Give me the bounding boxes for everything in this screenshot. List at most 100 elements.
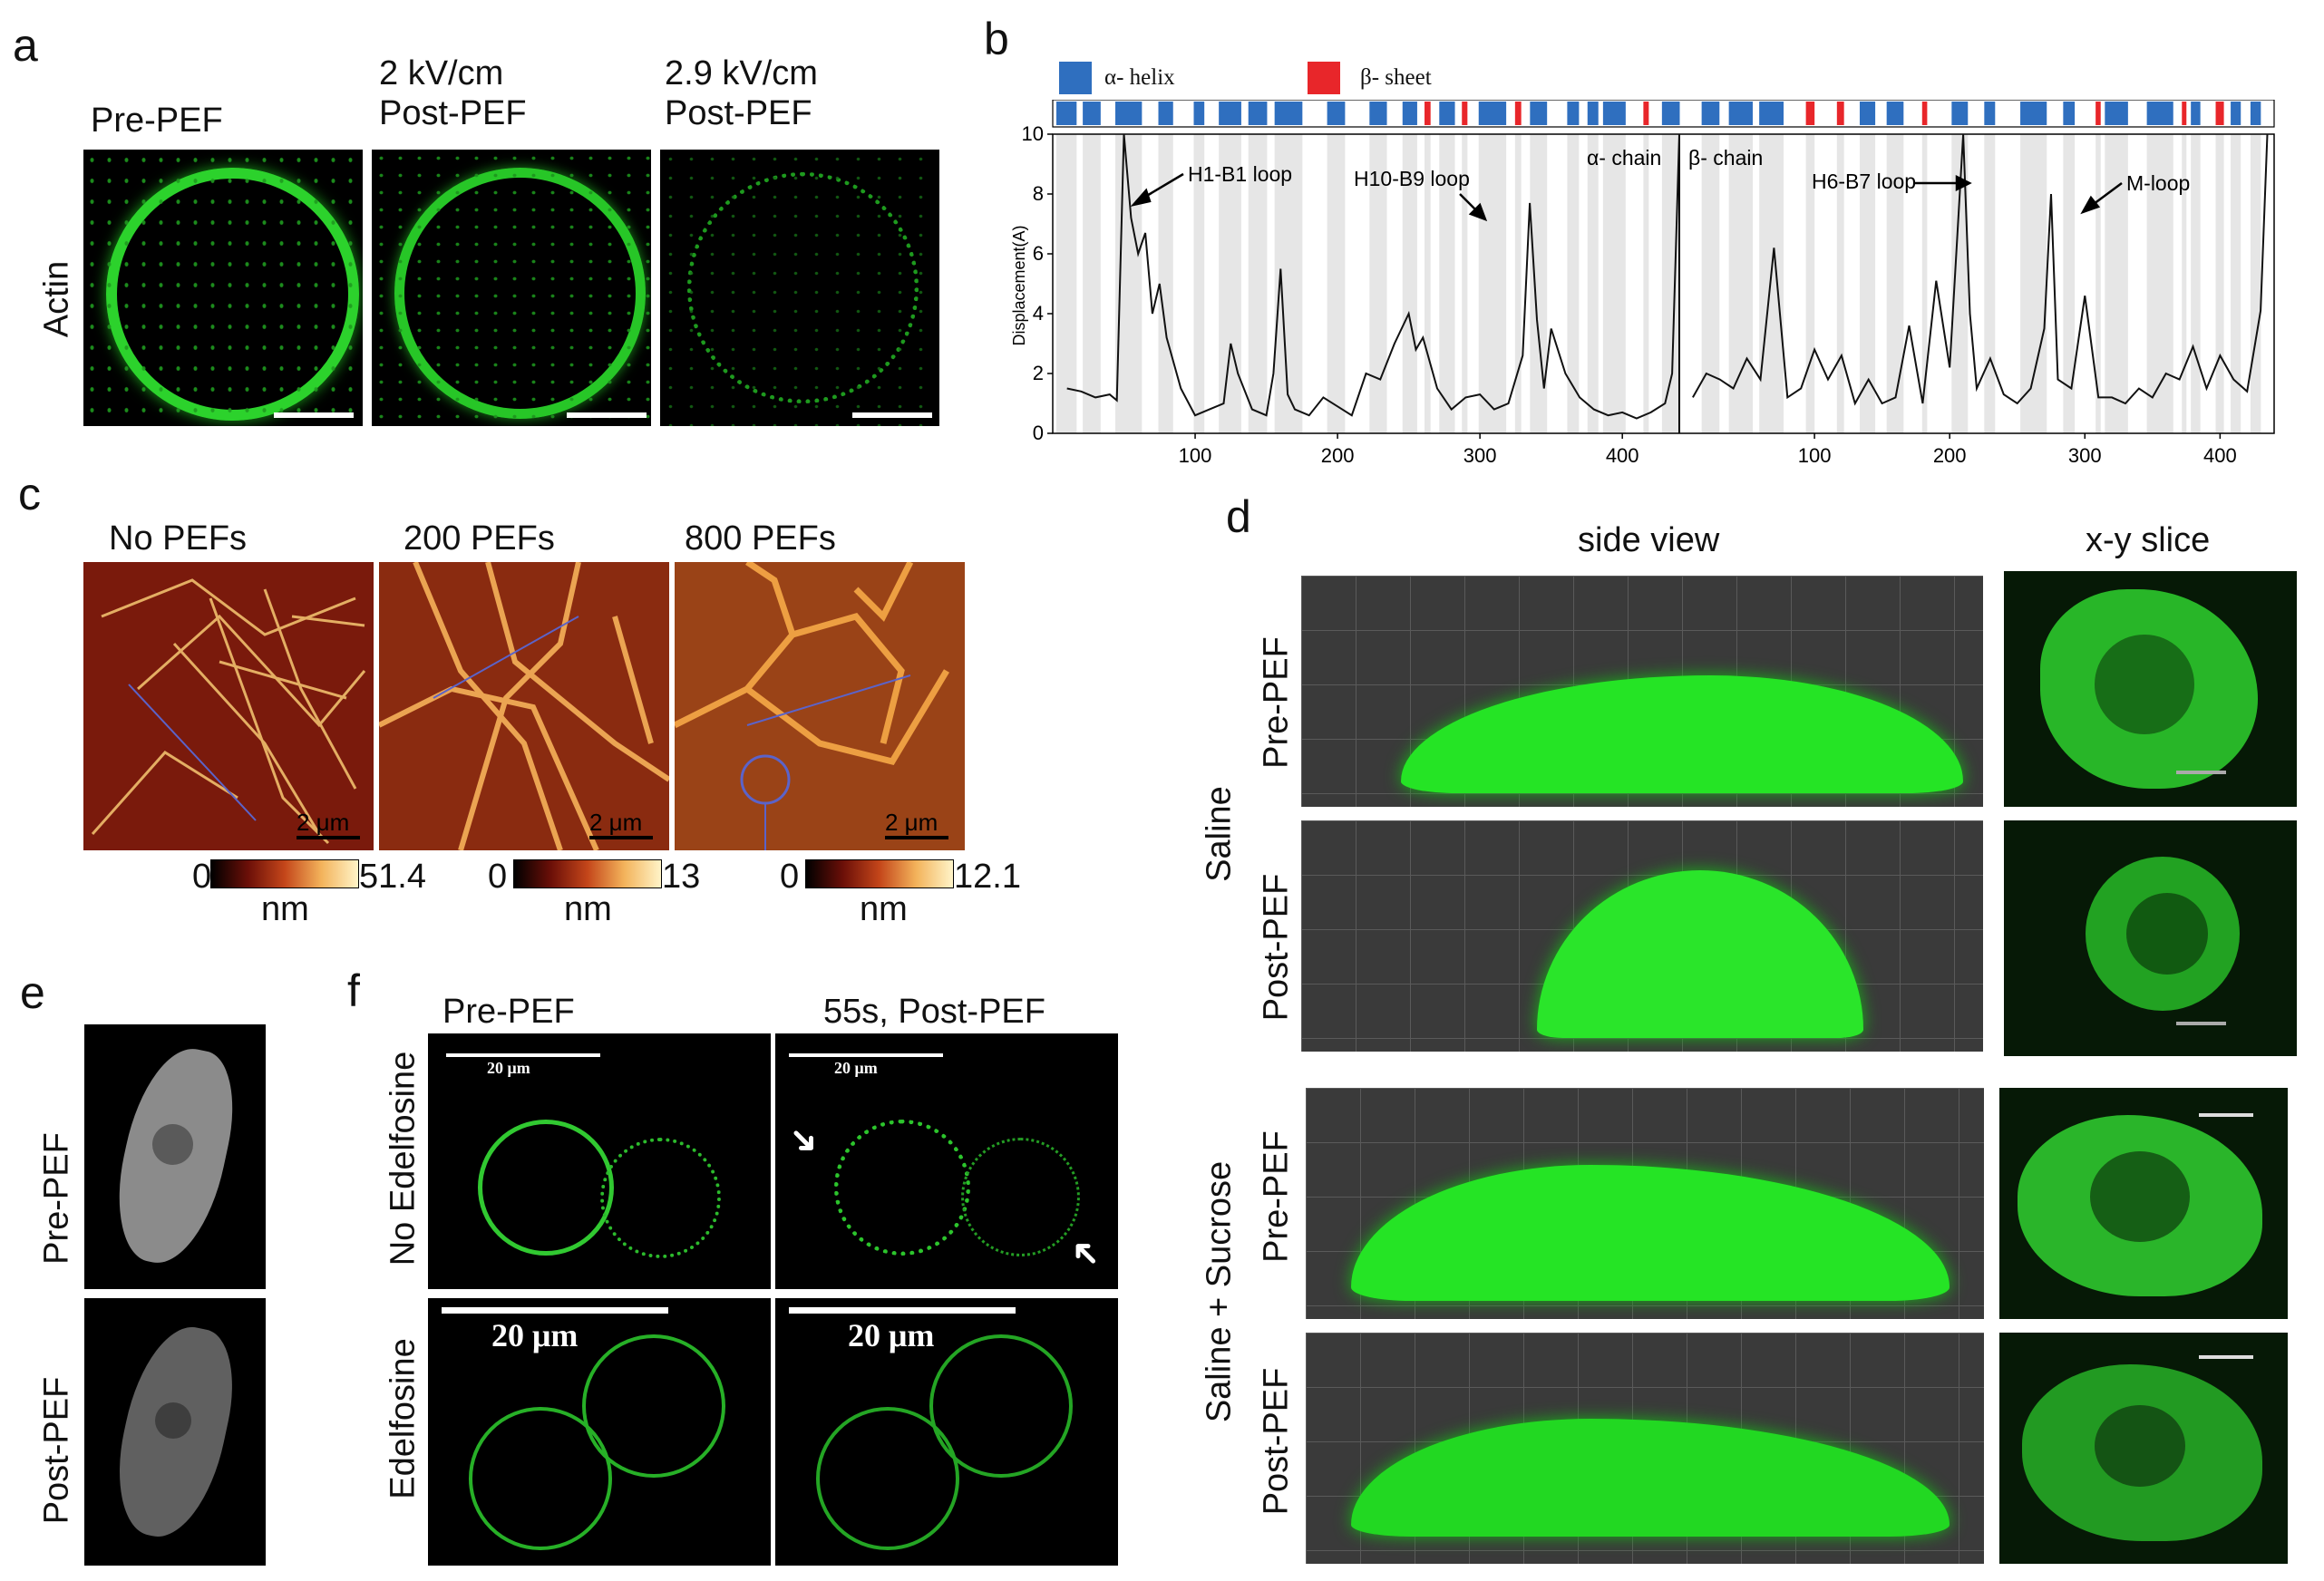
structure-shade <box>1327 134 1346 433</box>
header-2kv-post-pef: 2 kV/cm Post-PEF <box>379 54 527 132</box>
header-55s-post-pef: 55s, Post-PEF <box>823 993 1045 1031</box>
helix-block <box>1984 102 1996 125</box>
structure-shade <box>1836 134 1844 433</box>
panel-label-a: a <box>13 20 38 71</box>
structure-shade <box>1530 134 1548 433</box>
structure-shade <box>1602 134 1626 433</box>
helix-block <box>1274 102 1303 125</box>
colorbar-min: 0 <box>780 858 800 896</box>
structure-shade <box>1425 134 1431 433</box>
panel-label-f: f <box>347 965 360 1016</box>
header-800-pefs: 800 PEFs <box>685 519 836 558</box>
scale-bar <box>789 1307 1016 1314</box>
y-axis-ticks: 0 2 4 6 8 10 <box>1022 122 1053 444</box>
side-view-sucrose-post-pef <box>1306 1333 1984 1564</box>
scale-bar <box>567 412 647 418</box>
sheet-block <box>1836 102 1844 125</box>
membrane-image-no-edelfosine-post: 20 μm ➜ ➜ <box>775 1033 1118 1289</box>
header-no-pefs: No PEFs <box>109 519 248 558</box>
header-pre-pef: Pre-PEF <box>442 993 575 1031</box>
y-axis-label: Displacement(A) <box>1010 225 1028 345</box>
header-x-y-slice: x-y slice <box>2086 521 2211 559</box>
helix-block <box>2231 102 2241 125</box>
colorbar-unit: nm <box>261 890 309 928</box>
plot-frame <box>1052 133 2275 434</box>
colorbar-max: 12.1 <box>954 858 1021 896</box>
helix-block <box>2105 102 2128 125</box>
structure-shade <box>1643 134 1649 433</box>
panel-label-d: d <box>1226 491 1251 542</box>
displacement-chart: 0 2 4 6 8 10 100 200 300 400 100 200 300 400 Displac… <box>1010 100 2275 467</box>
colorbar-max: 13 <box>662 858 701 896</box>
helix-block <box>2250 102 2261 125</box>
structure-shade <box>1951 134 1969 433</box>
colorbar-no-pefs <box>210 859 359 888</box>
structure-shade <box>1728 134 1753 433</box>
helix-block <box>1602 102 1626 125</box>
afm-filaments <box>91 578 366 845</box>
helix-block <box>1530 102 1548 125</box>
row-label-post-pef: Post-PEF <box>37 1376 76 1525</box>
scale-bar-label: 20 μm <box>848 1317 935 1353</box>
helix-block <box>1567 102 1580 125</box>
helix-block <box>1115 102 1143 125</box>
panel-label-e: e <box>20 967 45 1018</box>
structure-shade <box>1056 134 1077 433</box>
y-tick-label: 8 <box>1033 182 1044 205</box>
annotation-h1-b1-loop: H1-B1 loop <box>1188 162 1292 186</box>
scale-bar <box>2199 1355 2253 1359</box>
helix-block <box>1219 102 1241 125</box>
x-tick-label: 200 <box>1933 444 1967 467</box>
scale-bar <box>2199 1113 2253 1117</box>
y-tick-label: 10 <box>1022 122 1044 145</box>
row-label-pre-pef: Pre-PEF <box>1257 636 1296 769</box>
row-label-edelfosine: Edelfosine <box>384 1338 423 1499</box>
structure-shade <box>1402 134 1417 433</box>
structure-shade <box>1859 134 1876 433</box>
y-tick-label: 0 <box>1033 422 1044 444</box>
structure-shade <box>2020 134 2047 433</box>
annotation-beta-chain: β- chain <box>1688 146 1763 170</box>
structure-shade <box>1193 134 1205 433</box>
helix-block <box>1951 102 1969 125</box>
x-tick-label: 300 <box>2068 444 2102 467</box>
sheet-block <box>1921 102 1928 125</box>
colorbar-min: 0 <box>192 858 212 896</box>
header-2-9kv-post-pef: 2.9 kV/cm Post-PEF <box>665 54 818 132</box>
afm-image-no-pefs: 2 μm <box>83 562 374 850</box>
structure-shading <box>1056 134 2261 433</box>
scale-bar <box>442 1307 668 1314</box>
sheet-block <box>2182 102 2187 125</box>
helix-block <box>1701 102 1720 125</box>
helix-block <box>1158 102 1173 125</box>
x-tick-label: 400 <box>1606 444 1639 467</box>
structure-shade <box>1661 134 1680 433</box>
structure-shade <box>2063 134 2076 433</box>
legend-label-alpha-helix: α- helix <box>1104 65 1175 90</box>
helix-block <box>1402 102 1417 125</box>
structure-shade <box>1462 134 1468 433</box>
helix-block <box>2191 102 2201 125</box>
arrow-icon: ➜ <box>779 1115 830 1166</box>
scale-bar-label: 2 μm <box>885 809 938 836</box>
helix-block <box>1439 102 1455 125</box>
row-label-post-pef: Post-PEF <box>1257 873 1296 1022</box>
cell-image-pre-pef <box>84 1024 266 1289</box>
helix-block <box>1193 102 1205 125</box>
structure-shade <box>2250 134 2261 433</box>
xy-slice-sucrose-pre-pef <box>1999 1088 2288 1319</box>
helix-block <box>2146 102 2173 125</box>
afm-image-800-pefs: 2 μm <box>675 562 965 850</box>
afm-filaments <box>379 562 669 850</box>
header-side-view: side view <box>1578 521 1720 559</box>
scale-bar <box>2176 1022 2226 1025</box>
group-label-saline-sucrose: Saline + Sucrose <box>1200 1160 1239 1423</box>
row-label-post-pef: Post-PEF <box>1257 1367 1296 1516</box>
helix-block <box>2063 102 2076 125</box>
membrane-image-edelfosine-pre: 20 μm <box>428 1298 771 1566</box>
sheet-block <box>1643 102 1649 125</box>
row-label-no-edelfosine: No Edelfosine <box>384 1051 423 1266</box>
structure-shade <box>2182 134 2187 433</box>
scale-bar <box>2176 771 2226 774</box>
scale-bar-label: 2 μm <box>297 809 350 836</box>
